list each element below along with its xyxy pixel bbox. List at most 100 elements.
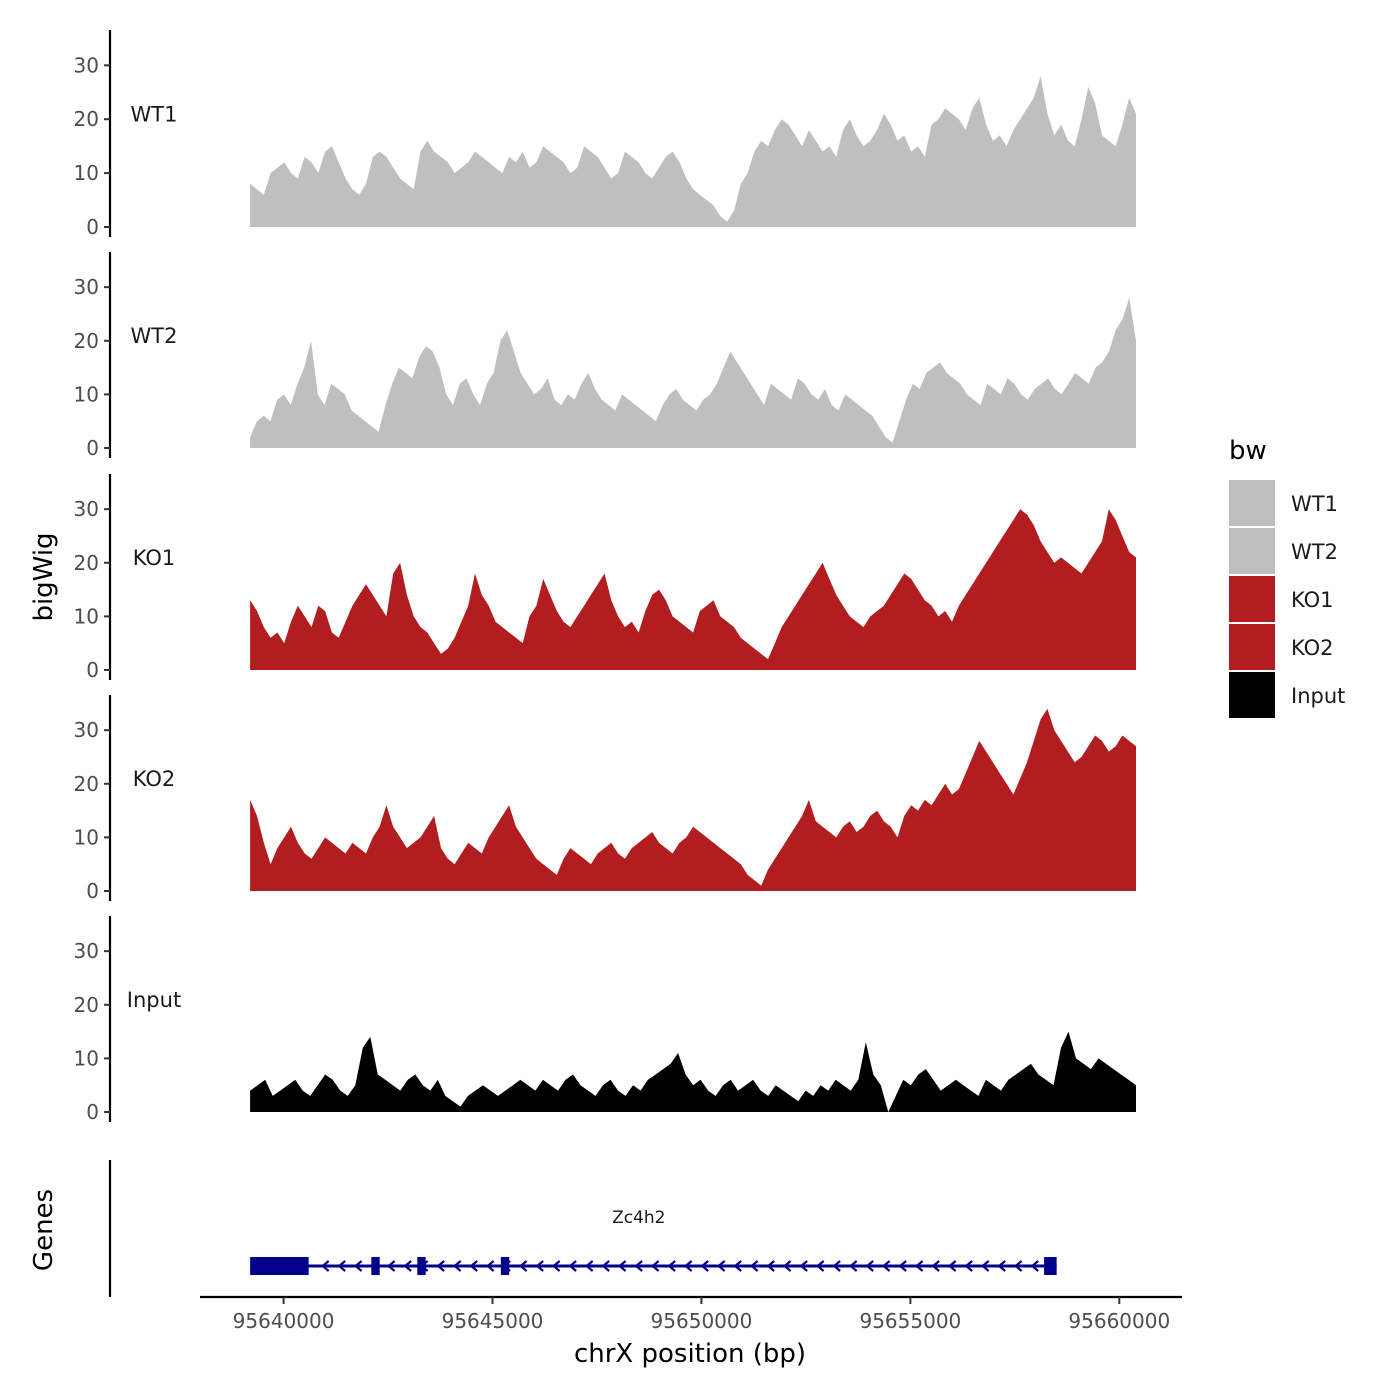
- strand-arrow: [452, 1260, 462, 1272]
- legend-swatch-input: [1229, 672, 1275, 718]
- x-tick-label: 95655000: [859, 1309, 961, 1333]
- coverage-area-wt2: [250, 297, 1137, 448]
- legend-label-wt2: WT2: [1291, 540, 1338, 564]
- x-tick-label: 95660000: [1068, 1309, 1170, 1333]
- y-tick-label: 30: [74, 53, 99, 77]
- strand-arrow: [353, 1260, 363, 1272]
- strand-arrow: [815, 1260, 825, 1272]
- legend-label-input: Input: [1291, 684, 1345, 708]
- strand-arrow: [700, 1260, 709, 1272]
- legend-label-ko1: KO1: [1291, 588, 1334, 612]
- gene-exon: [250, 1257, 309, 1275]
- strand-arrow: [518, 1260, 528, 1272]
- coverage-area-wt1: [250, 76, 1137, 227]
- strand-arrow: [551, 1260, 561, 1272]
- strand-arrow: [337, 1260, 346, 1272]
- gene-name-label: Zc4h2: [612, 1208, 665, 1228]
- track-label-wt1: WT1: [131, 103, 178, 127]
- legend-swatch-ko1: [1229, 576, 1275, 622]
- x-axis-title: chrX position (bp): [574, 1339, 806, 1369]
- strand-arrow: [716, 1260, 726, 1272]
- strand-arrow: [947, 1260, 957, 1272]
- strand-arrow: [964, 1260, 973, 1272]
- y-tick-label: 10: [74, 604, 99, 628]
- coverage-area-ko1: [250, 509, 1137, 670]
- strand-arrow: [733, 1260, 742, 1272]
- strand-arrow: [436, 1260, 445, 1272]
- strand-arrow: [634, 1260, 643, 1272]
- legend-label-ko2: KO2: [1291, 636, 1334, 660]
- track-label-wt2: WT2: [131, 324, 178, 348]
- strand-arrow: [584, 1260, 594, 1272]
- x-tick-label: 95640000: [233, 1309, 335, 1333]
- track-label-ko2: KO2: [133, 767, 176, 791]
- track-input: 0 10 20 30 Input: [74, 916, 1137, 1124]
- strand-arrow: [535, 1260, 544, 1272]
- strand-arrow: [650, 1260, 660, 1272]
- x-tick-label: 95650000: [651, 1309, 753, 1333]
- strand-arrow: [667, 1260, 676, 1272]
- y-tick-label: 20: [74, 107, 99, 131]
- strand-arrow: [568, 1260, 577, 1272]
- y-tick-label: 30: [74, 275, 99, 299]
- genes-axis-title: Genes: [29, 1189, 59, 1271]
- strand-arrow: [997, 1260, 1006, 1272]
- y-tick-label: 20: [74, 551, 99, 575]
- coverage-tracks: 0 10 20 30 WT1 0 10 20 30 WT2 0 10 20 30 KO1 0 10 20 30 KO2…: [74, 30, 1137, 1124]
- y-tick-label: 0: [86, 879, 99, 903]
- y-tick-label: 10: [74, 382, 99, 406]
- strand-arrow: [386, 1260, 396, 1272]
- strand-arrow: [403, 1260, 412, 1272]
- strand-arrow: [617, 1260, 627, 1272]
- legend-swatch-wt1: [1229, 480, 1275, 526]
- y-tick-label: 0: [86, 658, 99, 682]
- x-axis: 95640000 95645000 95650000 95655000 95660000: [200, 1295, 1182, 1333]
- gene-exon: [371, 1257, 380, 1275]
- strand-arrow: [683, 1260, 693, 1272]
- y-tick-label: 0: [86, 436, 99, 460]
- strand-arrow: [931, 1260, 940, 1272]
- track-label-ko1: KO1: [133, 546, 176, 570]
- y-tick-label: 20: [74, 329, 99, 353]
- legend-label-wt1: WT1: [1291, 492, 1338, 516]
- y-tick-label: 20: [74, 772, 99, 796]
- y-tick-label: 10: [74, 825, 99, 849]
- gene-panel: Zc4h2: [108, 1160, 1057, 1297]
- y-tick-label: 30: [74, 497, 99, 521]
- y-tick-label: 30: [74, 939, 99, 963]
- strand-arrow: [1013, 1260, 1023, 1272]
- y-tick-label: 0: [86, 1100, 99, 1124]
- legend-title: bw: [1229, 436, 1267, 466]
- y-tick-label: 0: [86, 215, 99, 239]
- strand-arrow: [881, 1260, 891, 1272]
- strand-arrow: [898, 1260, 907, 1272]
- strand-arrow: [469, 1260, 478, 1272]
- y-tick-label: 10: [74, 161, 99, 185]
- strand-arrow: [914, 1260, 924, 1272]
- y-tick-label: 10: [74, 1046, 99, 1070]
- strand-arrow: [1030, 1260, 1039, 1272]
- gene-exon: [500, 1257, 510, 1275]
- strand-arrow: [601, 1260, 610, 1272]
- strand-arrow: [799, 1260, 808, 1272]
- strand-arrow: [980, 1260, 990, 1272]
- strand-arrow: [320, 1260, 330, 1272]
- legend: bw WT1 WT2 KO1 KO2 Input: [1229, 436, 1345, 718]
- gene-exon: [417, 1257, 426, 1275]
- strand-arrow: [832, 1260, 841, 1272]
- track-label-input: Input: [127, 988, 181, 1012]
- strand-arrow: [848, 1260, 858, 1272]
- coverage-area-input: [250, 1031, 1137, 1112]
- strand-arrow: [865, 1260, 874, 1272]
- legend-swatch-wt2: [1229, 528, 1275, 574]
- strand-arrow: [766, 1260, 775, 1272]
- legend-swatch-ko2: [1229, 624, 1275, 670]
- strand-arrow: [749, 1260, 759, 1272]
- gene-exon: [1044, 1257, 1057, 1275]
- strand-arrow: [782, 1260, 792, 1272]
- x-tick-label: 95645000: [442, 1309, 544, 1333]
- track-ko2: 0 10 20 30 KO2: [74, 695, 1137, 903]
- coverage-area-ko2: [250, 708, 1137, 891]
- strand-arrow: [485, 1260, 495, 1272]
